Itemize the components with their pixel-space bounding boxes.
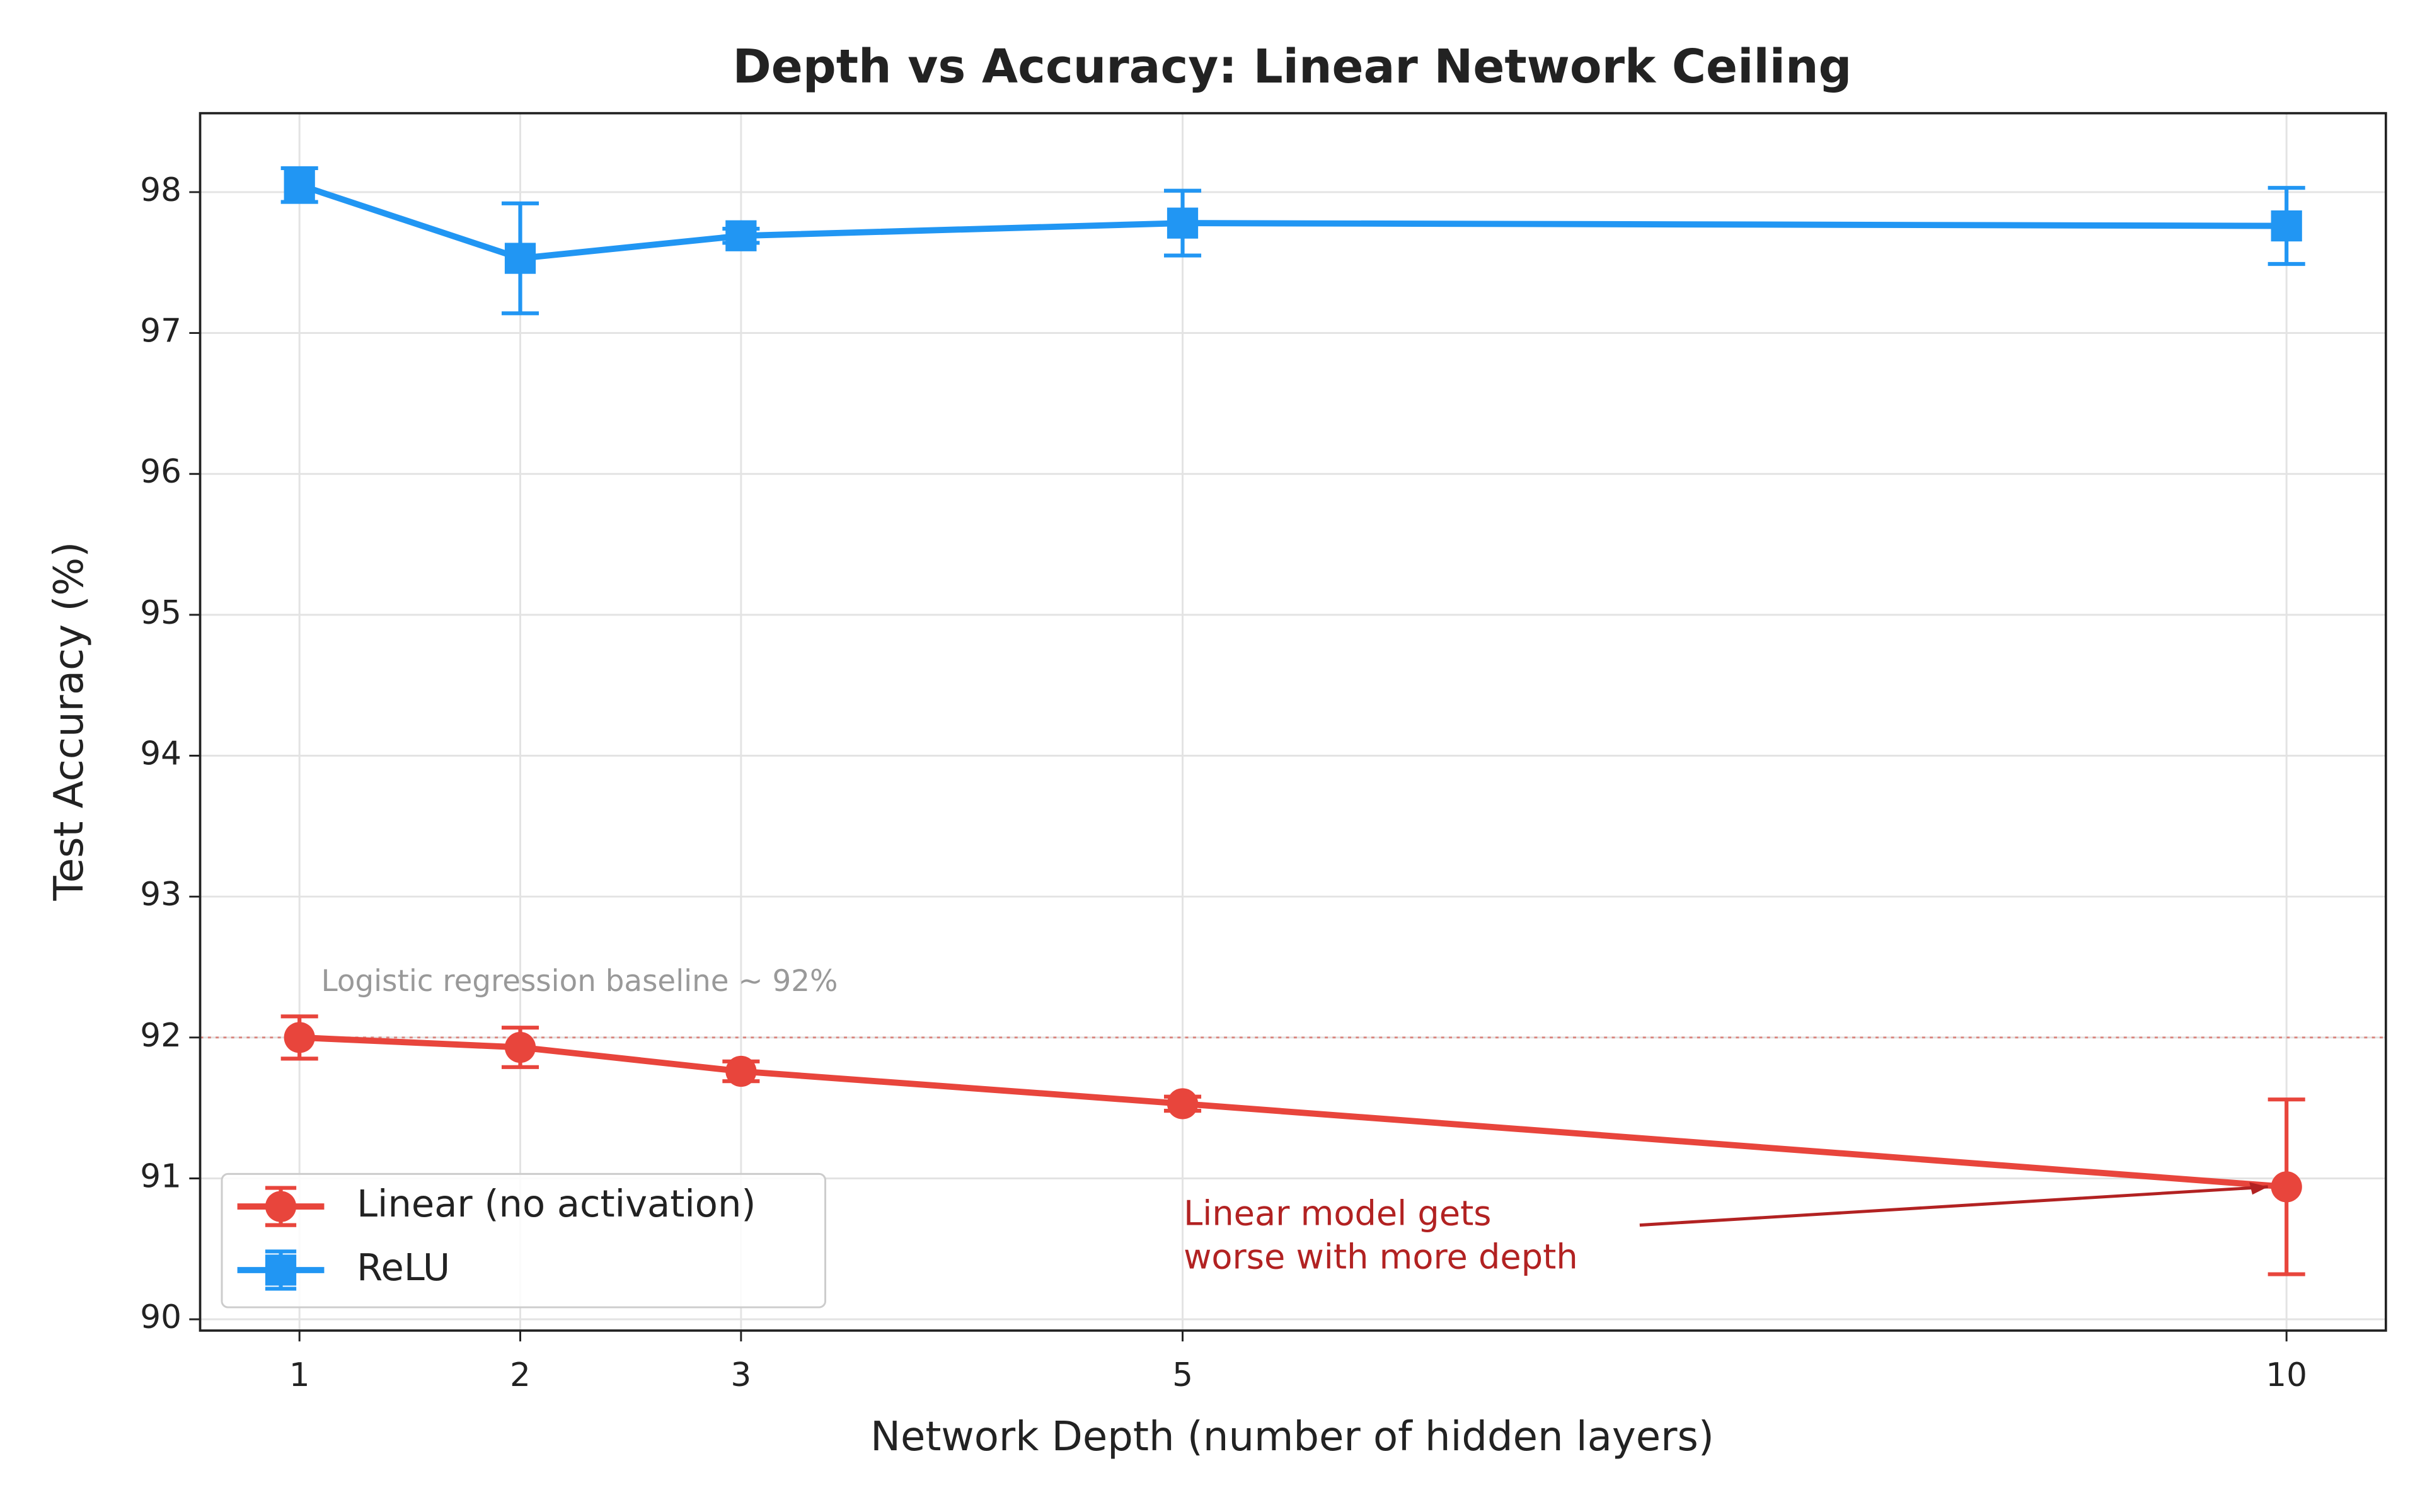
x-tick-label: 2 xyxy=(510,1356,531,1394)
data-point xyxy=(2271,1171,2302,1203)
chart-title: Depth vs Accuracy: Linear Network Ceilin… xyxy=(733,40,1852,94)
annotation-arrow xyxy=(1639,1185,2268,1227)
y-tick-label: 95 xyxy=(140,594,182,632)
y-tick-label: 96 xyxy=(140,453,182,491)
data-point xyxy=(284,1022,315,1053)
x-axis-label: Network Depth (number of hidden layers) xyxy=(870,1414,1714,1460)
annotation-text: worse with more depth xyxy=(1184,1237,1578,1276)
legend-marker xyxy=(265,1254,297,1286)
x-tick-label: 1 xyxy=(289,1356,310,1394)
y-tick-label: 90 xyxy=(140,1298,182,1336)
x-tick-label: 3 xyxy=(730,1356,751,1394)
y-tick-label: 98 xyxy=(140,171,182,209)
annotation-text: Linear model gets xyxy=(1184,1193,1491,1233)
data-point xyxy=(725,1055,757,1087)
data-point xyxy=(504,1031,536,1063)
y-axis-label: Test Accuracy (%) xyxy=(46,542,93,902)
data-point xyxy=(725,220,757,251)
legend: Linear (no activation) ReLU xyxy=(221,1172,827,1309)
x-tick-label: 10 xyxy=(2266,1356,2307,1394)
legend-marker xyxy=(265,1191,297,1222)
legend-label: Linear (no activation) xyxy=(357,1182,756,1225)
y-tick-label: 92 xyxy=(140,1017,182,1055)
y-tick-label: 93 xyxy=(140,876,182,914)
data-point xyxy=(284,169,315,201)
data-point xyxy=(504,243,536,274)
legend-label: ReLU xyxy=(357,1246,450,1289)
baseline-label: Logistic regression baseline ~ 92% xyxy=(321,965,838,999)
y-tick-label: 97 xyxy=(140,312,182,350)
data-point xyxy=(1167,207,1199,239)
plot-frame xyxy=(199,112,2387,1332)
data-point xyxy=(2271,210,2302,242)
y-tick-label: 91 xyxy=(140,1157,182,1195)
annotation-arrowhead xyxy=(2249,1182,2268,1195)
y-tick-label: 94 xyxy=(140,735,182,773)
legend-box xyxy=(221,1172,827,1309)
x-tick-label: 5 xyxy=(1172,1356,1193,1394)
data-point xyxy=(1167,1088,1199,1120)
